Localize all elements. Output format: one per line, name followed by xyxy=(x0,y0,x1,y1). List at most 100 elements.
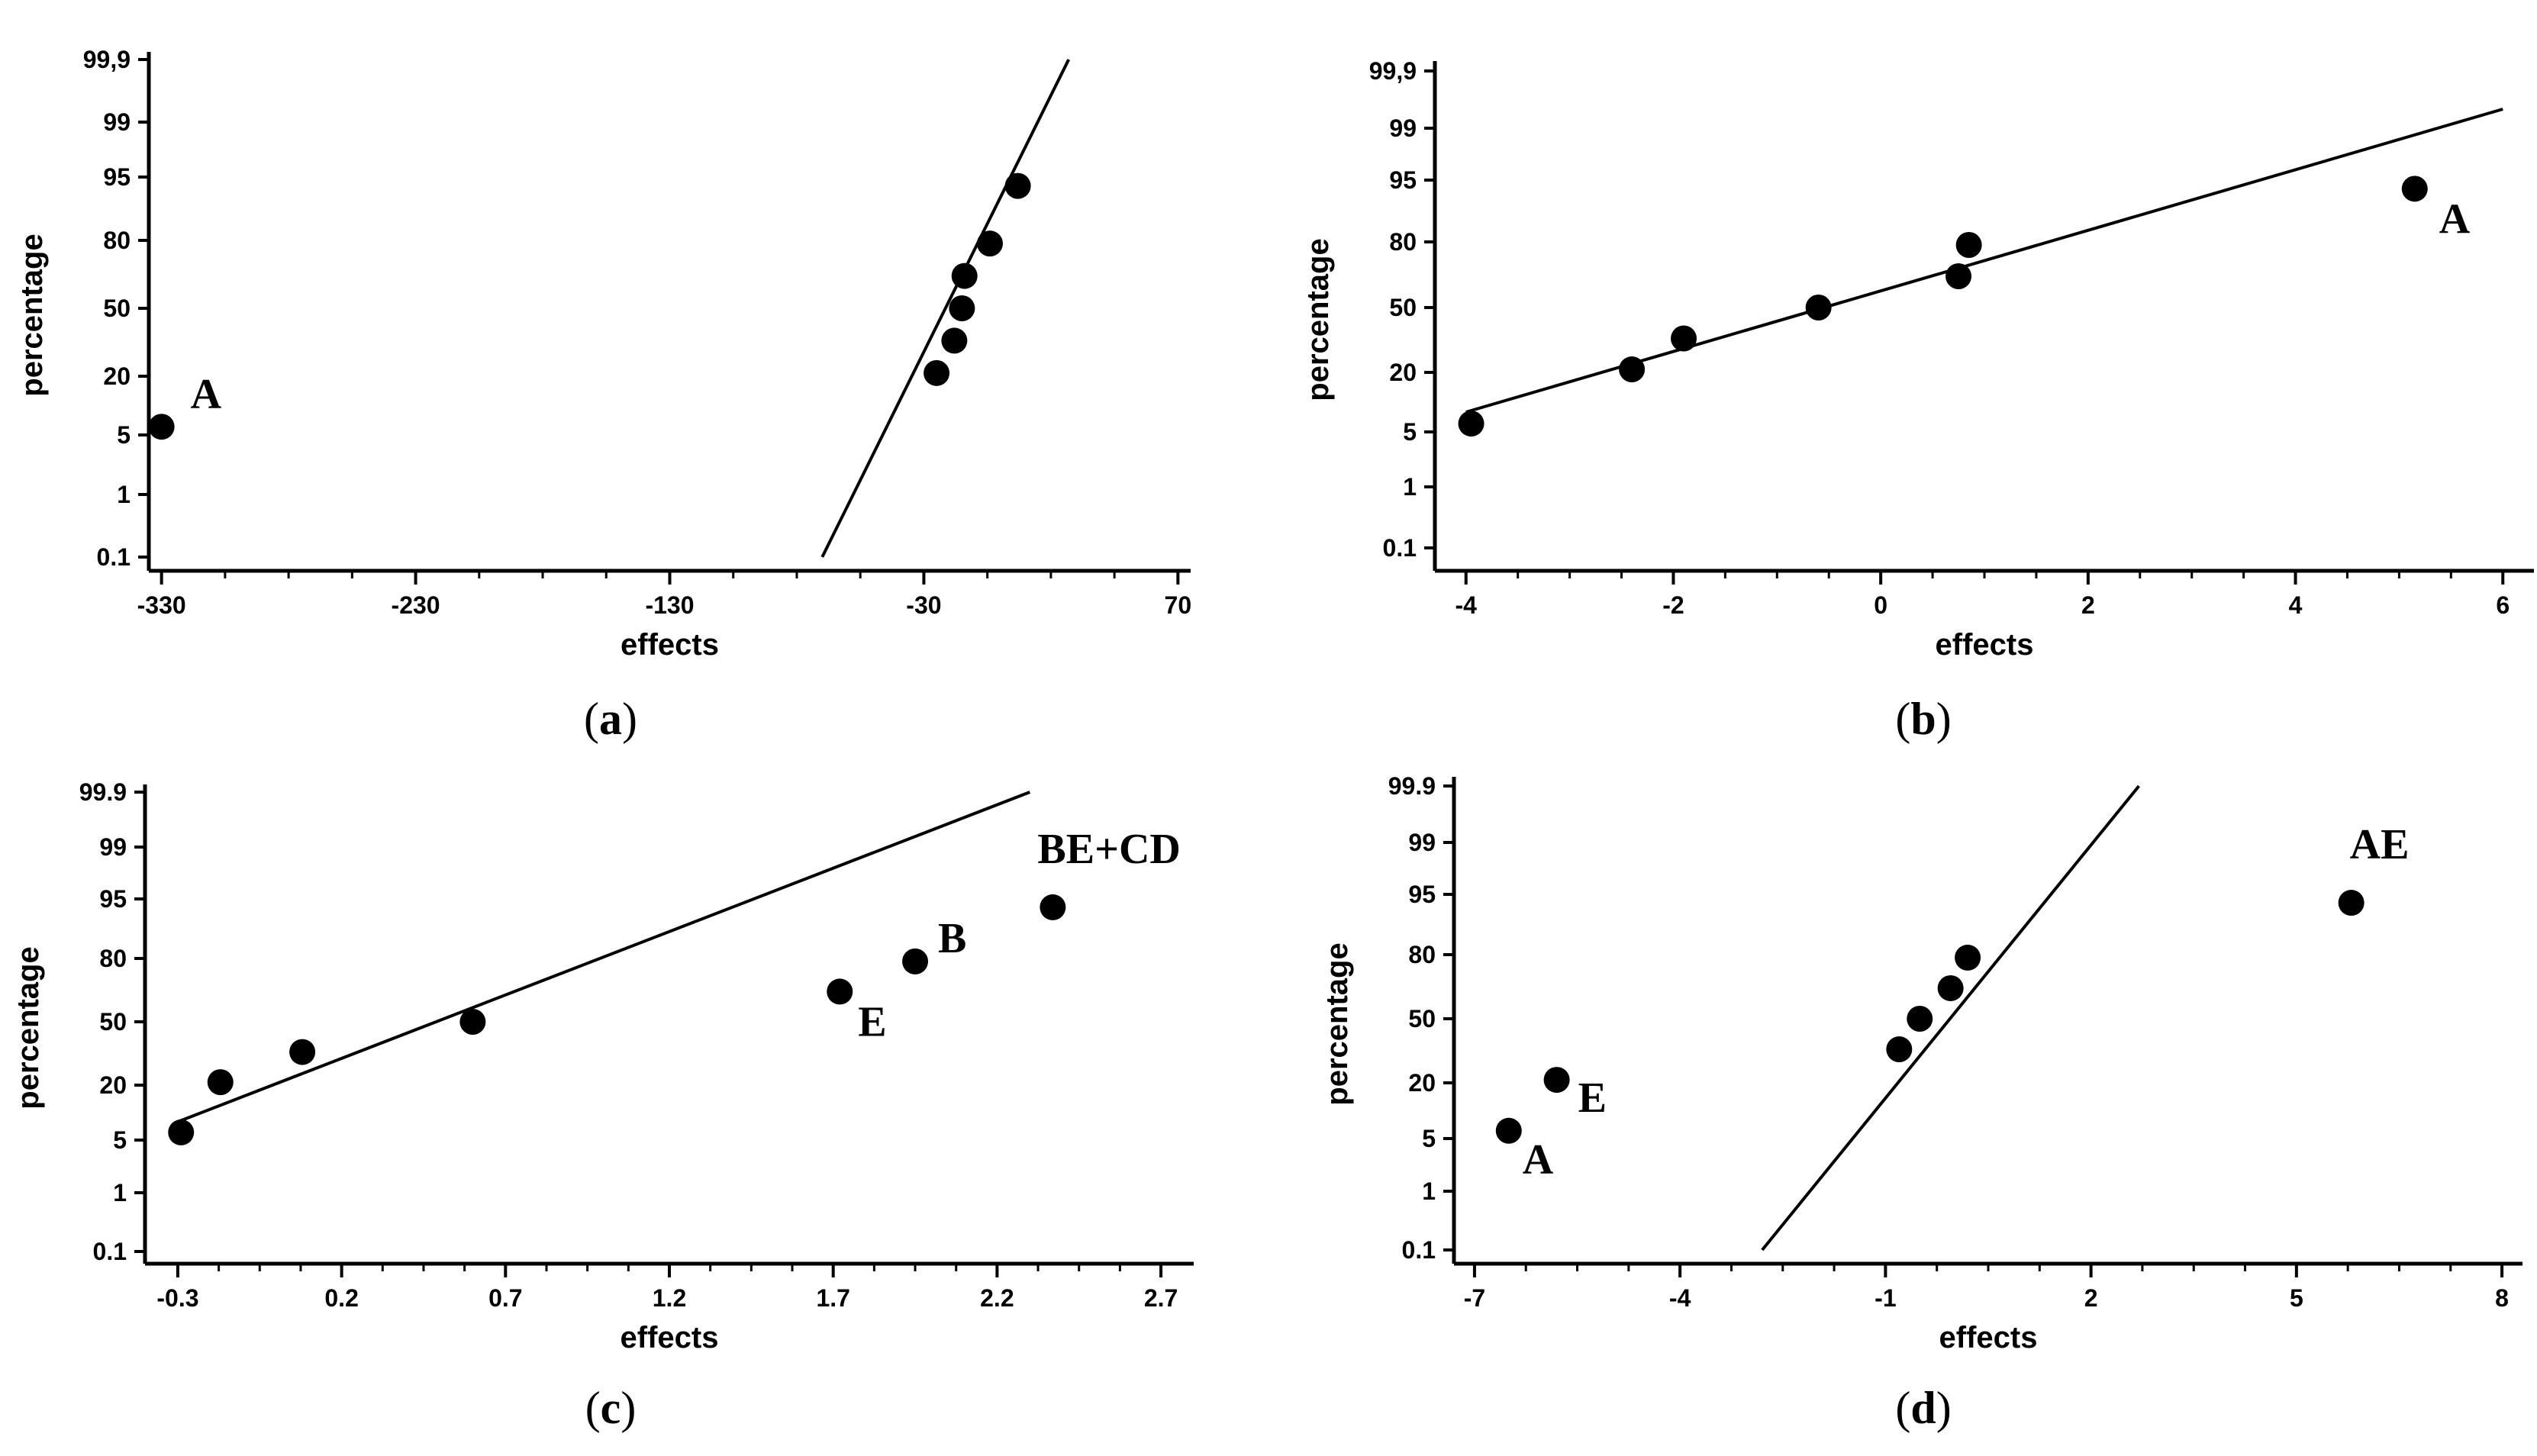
data-point xyxy=(1671,325,1697,352)
x-tick-label: -7 xyxy=(1464,1284,1485,1312)
y-tick-label: 20 xyxy=(1389,359,1417,386)
y-tick-label: 50 xyxy=(1389,294,1417,321)
x-axis-title: effects xyxy=(1936,628,2034,662)
data-point xyxy=(459,1009,486,1035)
data-point xyxy=(1040,894,1066,920)
y-tick-label: 0.1 xyxy=(93,1238,127,1265)
y-tick-label: 80 xyxy=(103,227,131,254)
x-tick-label: 1.2 xyxy=(653,1284,686,1312)
x-tick-label: 0 xyxy=(1874,591,1887,619)
y-tick-label: 99 xyxy=(1389,114,1417,142)
y-tick-label: 99,9 xyxy=(83,46,131,73)
caption-open: ( xyxy=(1895,1383,1910,1433)
y-tick-label: 5 xyxy=(113,1126,127,1154)
caption-close: ) xyxy=(621,1383,636,1433)
x-tick-label: -0.3 xyxy=(156,1284,198,1312)
x-tick-label: 2 xyxy=(2081,591,2095,619)
y-tick-label: 1 xyxy=(117,481,131,508)
y-tick-label: 20 xyxy=(99,1071,127,1099)
y-tick-label: 1 xyxy=(1403,473,1417,501)
data-point xyxy=(148,414,175,440)
data-point xyxy=(1937,974,1964,1001)
point-label: A xyxy=(1523,1136,1554,1184)
fit-line xyxy=(177,791,1031,1123)
x-axis-title: effects xyxy=(621,628,719,662)
x-tick-label: 4 xyxy=(2289,591,2303,619)
point-label: A xyxy=(2439,195,2471,243)
y-tick-label: 1 xyxy=(113,1179,127,1206)
y-tick-label: 80 xyxy=(1408,941,1436,968)
y-tick-label: 0.1 xyxy=(97,543,131,571)
data-point xyxy=(1886,1036,1913,1063)
caption-close: ) xyxy=(1936,1383,1952,1433)
data-point xyxy=(1945,263,1972,290)
y-tick-label: 5 xyxy=(1422,1125,1436,1152)
data-point xyxy=(1004,172,1031,199)
y-tick-label: 80 xyxy=(99,945,127,972)
data-point xyxy=(168,1119,195,1145)
y-tick-label: 20 xyxy=(1408,1069,1436,1097)
y-tick-label: 20 xyxy=(103,362,131,390)
caption-letter: a xyxy=(599,694,622,744)
point-label: BE+CD xyxy=(1037,826,1181,873)
x-tick-label: 5 xyxy=(2290,1284,2303,1312)
y-tick-label: 95 xyxy=(1389,166,1417,194)
x-axis-title: effects xyxy=(1939,1321,2038,1355)
y-axis-title: percentage xyxy=(15,234,49,396)
x-tick-label: -1 xyxy=(1875,1284,1896,1312)
y-tick-label: 99 xyxy=(1408,829,1436,856)
y-axis-title: percentage xyxy=(11,946,45,1109)
data-point xyxy=(976,230,1003,257)
panel-caption: (c) xyxy=(585,1383,637,1433)
data-point xyxy=(949,295,975,321)
y-tick-label: 99,9 xyxy=(1369,57,1417,85)
data-point xyxy=(1907,1006,1933,1032)
data-point xyxy=(1458,411,1484,437)
x-tick-label: -30 xyxy=(906,591,941,619)
y-tick-label: 95 xyxy=(99,885,127,913)
data-point xyxy=(924,359,950,386)
fit-line xyxy=(1761,784,2140,1251)
y-tick-label: 50 xyxy=(99,1008,127,1036)
x-tick-label: -230 xyxy=(392,591,440,619)
y-axis-title: percentage xyxy=(1301,238,1335,401)
y-tick-label: 0.1 xyxy=(1383,534,1417,562)
y-tick-label: 99 xyxy=(99,833,127,861)
point-label: E xyxy=(858,998,886,1045)
panel-c: -0.3 0.2 0.7 1.2 1.7 2.2 2.7 0.1 1 5 20 50 80 95 99 99.… xyxy=(11,778,1194,1433)
x-tick-label: -4 xyxy=(1669,1284,1691,1312)
data-point xyxy=(207,1069,234,1096)
caption-letter: d xyxy=(1910,1383,1936,1433)
panel-a: -330 -230 -130 -30 70 0.1 1 5 20 50 80 95 99 99,9 effe… xyxy=(15,46,1191,744)
x-tick-label: 2.2 xyxy=(980,1284,1014,1312)
panel-caption: (a) xyxy=(584,694,637,744)
y-tick-label: 95 xyxy=(103,163,131,191)
x-tick-label: 0.2 xyxy=(324,1284,358,1312)
y-tick-label: 50 xyxy=(1408,1005,1436,1032)
panel-d: -7 -4 -1 2 5 8 0.1 1 5 20 50 80 95 99 99.9 effects perce… xyxy=(1320,772,2522,1433)
caption-letter: b xyxy=(1910,694,1936,744)
caption-letter: c xyxy=(601,1383,621,1433)
data-point xyxy=(289,1039,316,1065)
data-point xyxy=(827,978,853,1005)
data-point xyxy=(1619,356,1646,383)
data-point xyxy=(2401,176,2428,202)
x-tick-label: 6 xyxy=(2496,591,2510,619)
x-tick-label: 70 xyxy=(1165,591,1192,619)
panel-b: -4 -2 0 2 4 6 0.1 1 5 20 50 80 95 99 99,9 effects percen… xyxy=(1301,57,2534,744)
y-tick-label: 99 xyxy=(103,108,131,136)
caption-open: ( xyxy=(585,1383,601,1433)
x-tick-label: -330 xyxy=(137,591,186,619)
data-point xyxy=(2338,890,2365,916)
caption-open: ( xyxy=(1895,694,1910,744)
fit-line xyxy=(820,59,1070,558)
data-point xyxy=(1955,232,1982,259)
x-tick-label: 2.7 xyxy=(1144,1284,1178,1312)
y-tick-label: 0.1 xyxy=(1402,1236,1436,1264)
y-tick-label: 1 xyxy=(1422,1177,1436,1205)
caption-open: ( xyxy=(584,694,599,744)
x-tick-label: -2 xyxy=(1662,591,1684,619)
caption-close: ) xyxy=(622,694,637,744)
data-point xyxy=(1495,1117,1522,1144)
